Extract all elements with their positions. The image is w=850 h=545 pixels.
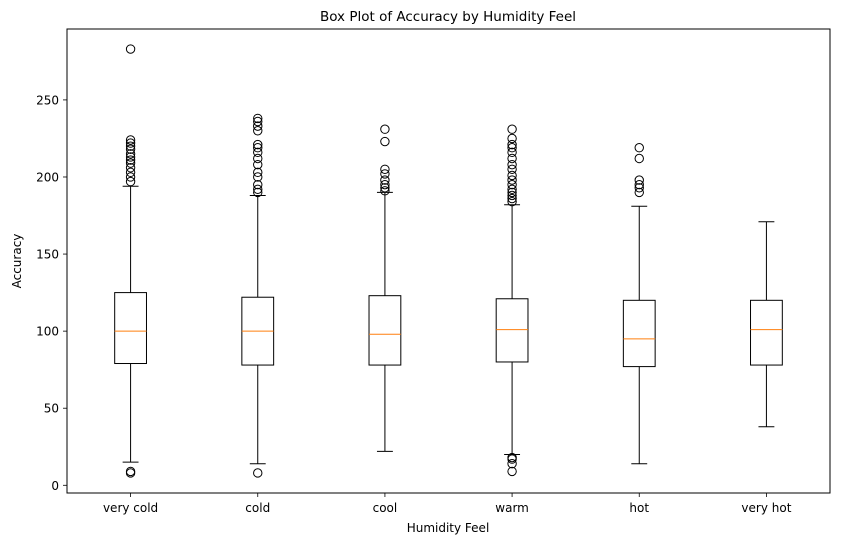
outlier-point [380, 136, 390, 147]
outlier-point [507, 142, 517, 153]
x-tick-label: hot [629, 501, 649, 515]
outlier-point [507, 170, 517, 181]
outlier-point [507, 190, 517, 201]
x-tick-label: warm [495, 501, 529, 515]
y-axis: 0 50 100 150 200 250 [36, 93, 67, 493]
outlier-point [253, 142, 263, 153]
outlier-point [125, 172, 136, 182]
outlier-point [125, 158, 136, 168]
outlier-point [125, 167, 136, 178]
box-group [368, 124, 402, 452]
box-group [750, 221, 783, 428]
x-axis-label: Humidity Feel [407, 521, 490, 535]
outlier-point [507, 196, 517, 207]
outlier-point [253, 187, 263, 198]
box-group [495, 124, 529, 477]
outlier-point [507, 184, 517, 195]
outlier-point [507, 193, 517, 204]
box-iqr [368, 295, 402, 366]
plot-area [114, 44, 783, 478]
x-tick-label: cold [245, 501, 270, 515]
outlier-point [253, 126, 263, 136]
outlier-point [125, 135, 136, 145]
outlier-point [125, 141, 136, 151]
box-group [622, 142, 656, 465]
outlier-point [634, 175, 644, 185]
outlier-point [253, 172, 263, 182]
outlier-point [125, 466, 136, 477]
outlier-point [125, 149, 136, 159]
outlier-point [253, 468, 263, 478]
outlier-point [380, 164, 390, 174]
y-axis-label: Accuracy [10, 234, 24, 289]
x-tick-label: very cold [103, 501, 158, 515]
outlier-point [507, 133, 517, 144]
outlier-point [253, 139, 263, 150]
outlier-point [380, 124, 390, 134]
outlier-point [125, 176, 136, 187]
outlier-point [634, 183, 644, 193]
box-iqr [114, 292, 147, 365]
y-tick-label: 100 [36, 325, 59, 339]
outlier-point [253, 113, 263, 124]
outlier-point [253, 153, 263, 164]
outlier-point [380, 175, 390, 185]
outlier-point [507, 459, 517, 469]
outlier-point [507, 159, 517, 170]
y-tick-label: 50 [44, 402, 59, 416]
outlier-point [507, 179, 517, 190]
box-group [241, 113, 275, 478]
outlier-point [507, 164, 517, 174]
outlier-point [253, 179, 263, 190]
outlier-point [380, 179, 390, 190]
outlier-point [634, 179, 644, 190]
outlier-point [634, 187, 644, 198]
outlier-point [253, 116, 263, 127]
box-iqr [622, 299, 656, 368]
outlier-point [380, 169, 390, 179]
box-iqr [750, 299, 783, 366]
outlier-point [253, 121, 263, 131]
outlier-point [253, 147, 263, 158]
outlier-point [380, 186, 390, 196]
outlier-point [253, 167, 263, 178]
x-tick-label: very hot [741, 501, 791, 515]
y-tick-label: 200 [36, 170, 59, 184]
outlier-point [634, 142, 644, 153]
outlier-point [125, 144, 136, 154]
outlier-point [125, 163, 136, 173]
outlier-point [253, 159, 263, 170]
y-tick-label: 150 [36, 248, 59, 262]
outlier-point [125, 138, 136, 148]
outlier-point [507, 153, 517, 164]
outlier-point [507, 466, 517, 477]
outlier-point [507, 124, 517, 134]
x-axis: very cold cold cool warm hot very hot [103, 493, 792, 515]
outlier-point [507, 452, 517, 463]
outlier-point [507, 139, 517, 150]
box-iqr [495, 298, 529, 363]
outlier-point [380, 183, 390, 193]
outlier-point [253, 184, 263, 195]
chart-title: Box Plot of Accuracy by Humidity Feel [320, 9, 576, 25]
outlier-point [634, 153, 644, 164]
outlier-point [125, 155, 136, 165]
y-tick-label: 250 [36, 93, 59, 107]
outlier-point [507, 147, 517, 158]
box-group [114, 44, 147, 478]
outlier-point [507, 175, 517, 185]
outlier-point [125, 152, 136, 162]
outlier-point [507, 187, 517, 198]
x-tick-label: cool [373, 501, 398, 515]
axes-frame [66, 28, 831, 494]
outlier-point [125, 44, 136, 54]
y-tick-label: 0 [51, 479, 59, 493]
